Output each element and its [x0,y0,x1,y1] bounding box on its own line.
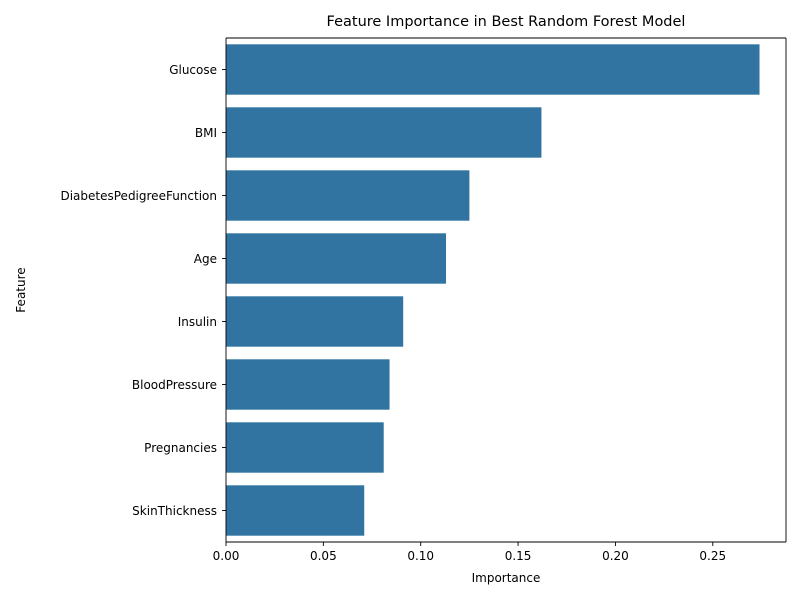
x-tick-label: 0.20 [602,549,629,563]
y-tick-label: Glucose [169,63,217,77]
y-tick-label: BloodPressure [132,378,217,392]
chart-title: Feature Importance in Best Random Forest… [327,14,686,30]
y-tick-label: Insulin [178,315,217,329]
x-tick-label: 0.10 [407,549,434,563]
x-tick-label: 0.05 [310,549,337,563]
bar [226,170,470,221]
x-tick-label: 0.25 [699,549,726,563]
y-tick-label: Pregnancies [144,441,217,455]
x-axis-label: Importance [472,571,541,585]
y-tick-label: BMI [195,126,217,140]
y-tick-label: DiabetesPedigreeFunction [60,189,217,203]
bar [226,44,760,95]
bar [226,233,447,284]
bar [226,422,384,473]
bar [226,107,542,158]
bar [226,359,390,410]
y-axis-ticks: Glucose BMI DiabetesPedigreeFunction Age Ins… [60,63,226,518]
y-axis-label: Feature [14,267,28,312]
x-tick-label: 0.15 [505,549,532,563]
y-tick-label: Age [194,252,217,266]
bars-group [226,44,760,536]
bar [226,485,365,536]
x-axis-ticks: 0.00 0.05 0.10 0.15 0.20 0.25 [213,542,726,563]
bar [226,296,404,347]
y-tick-label: SkinThickness [132,504,217,518]
x-tick-label: 0.00 [213,549,240,563]
